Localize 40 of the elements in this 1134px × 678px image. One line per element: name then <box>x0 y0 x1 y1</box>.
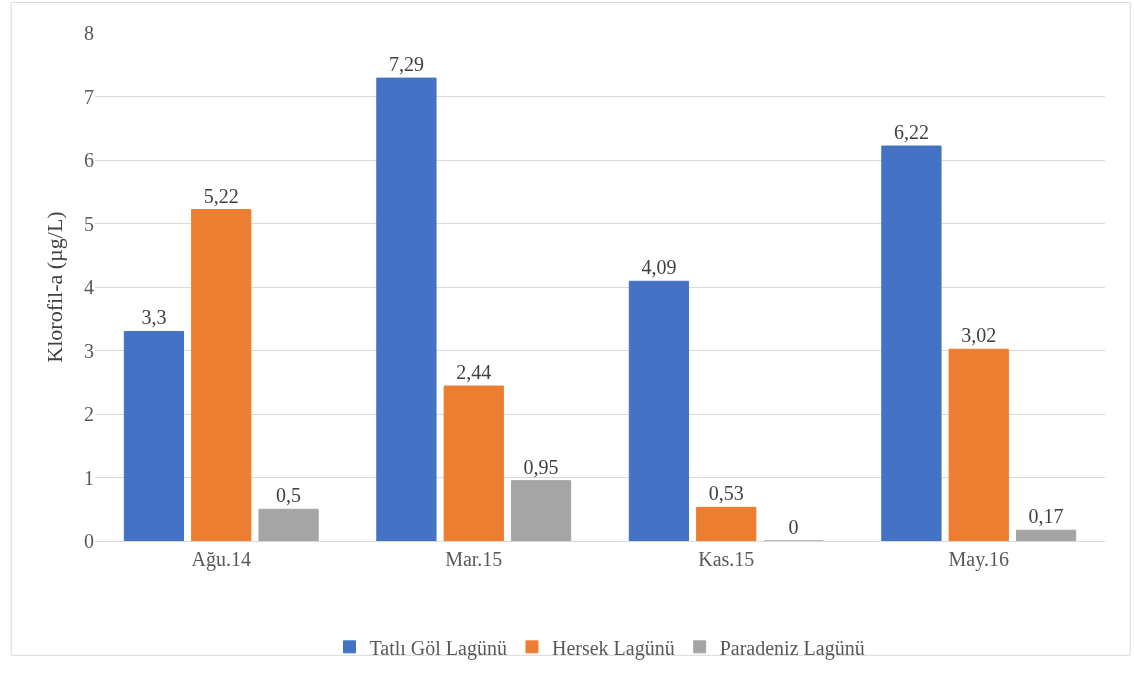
bar <box>123 330 185 541</box>
bar <box>443 385 504 541</box>
bar <box>191 209 252 541</box>
bar <box>628 280 690 541</box>
y-tick-label: 0 <box>84 530 94 552</box>
x-tick-label: Kas.15 <box>698 548 755 570</box>
bar <box>376 77 437 541</box>
data-label: 0,5 <box>276 484 302 507</box>
data-label: 2,44 <box>456 361 492 384</box>
data-label: 0,53 <box>708 482 744 505</box>
data-label: 5,22 <box>203 184 239 207</box>
x-tick-label: Mar.15 <box>445 548 503 570</box>
data-label: 6,22 <box>893 121 929 144</box>
bar <box>258 508 319 541</box>
y-tick-label: 2 <box>84 403 94 425</box>
data-label: 0,95 <box>523 455 559 478</box>
data-label: 3,3 <box>141 306 167 329</box>
data-label: 0 <box>788 516 799 538</box>
bar <box>881 145 942 541</box>
legend-label: Paradeniz Lagünü <box>719 636 865 660</box>
y-tick-label: 4 <box>84 276 94 298</box>
legend-label: Tatlı Göl Lagünü <box>369 636 507 660</box>
data-label: 7,29 <box>388 53 424 76</box>
y-tick-label: 8 <box>84 22 94 44</box>
y-tick-label: 1 <box>84 466 94 489</box>
bar <box>510 480 572 541</box>
y-tick-label: 3 <box>84 339 94 362</box>
bar <box>696 506 757 541</box>
bar <box>1015 529 1077 541</box>
y-tick-label: 6 <box>84 149 94 171</box>
legend-label: Hersek Lagünü <box>551 636 675 660</box>
bar <box>948 348 1009 541</box>
y-axis-title: Klorofil-a (µg/L) <box>41 211 67 363</box>
x-tick-label: Ağu.14 <box>191 548 251 571</box>
y-tick-label: 5 <box>84 212 94 235</box>
data-label: 0,17 <box>1028 505 1064 528</box>
data-label: 3,02 <box>961 324 997 347</box>
x-tick-label: May.16 <box>948 548 1009 571</box>
y-tick-label: 7 <box>84 85 94 108</box>
data-label: 4,09 <box>641 256 677 279</box>
